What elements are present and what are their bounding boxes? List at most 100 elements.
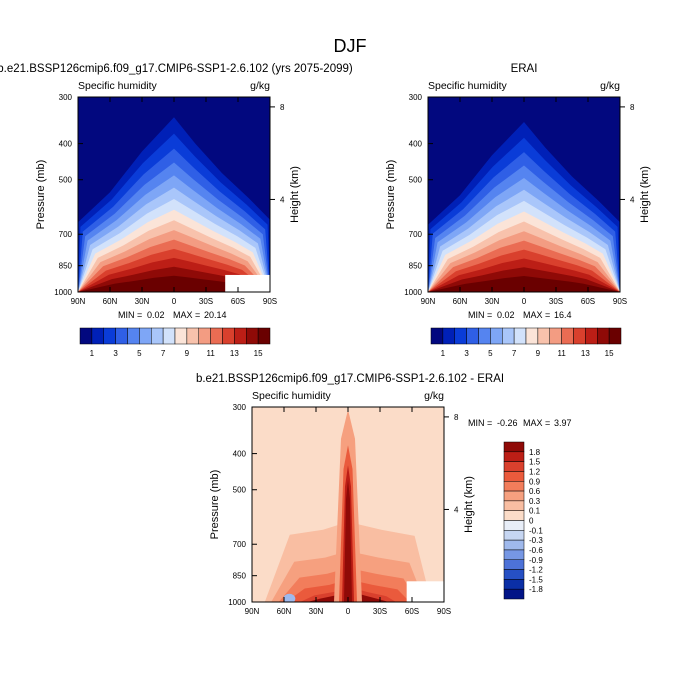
colorbar-label: -0.9 [529, 556, 543, 565]
height-tick-label: 4 [630, 195, 635, 204]
colorbar-swatch [503, 510, 525, 521]
max-value: 16.4 [554, 310, 572, 320]
min-value: 0.02 [497, 310, 515, 320]
height-axis-title: Height (km) [289, 166, 301, 223]
x-tick-label: 30S [199, 297, 213, 306]
height-tick-label: 4 [280, 195, 285, 204]
y-tick-label: 1000 [54, 288, 72, 297]
colorbar-label: 7 [512, 349, 517, 358]
colorbar-swatch [466, 327, 479, 345]
x-tick-label: 60N [277, 607, 292, 616]
colorbar-swatch [162, 327, 176, 345]
colorbar-swatch [503, 451, 525, 462]
colorbar-label: 13 [230, 349, 239, 358]
colorbar-swatch [503, 569, 525, 580]
y-tick-label: 700 [409, 230, 423, 239]
colorbar-label: 5 [137, 349, 142, 358]
max-value: 3.97 [554, 418, 572, 428]
colorbar-swatch [503, 530, 525, 541]
colorbar-label: 15 [605, 349, 614, 358]
colorbar-label: 11 [557, 349, 566, 358]
colorbar-swatch [503, 559, 525, 570]
contour-band [344, 479, 352, 602]
height-axis-title: Height (km) [639, 166, 651, 223]
colorbar-swatch [525, 327, 539, 345]
min-label: MIN = [468, 418, 492, 428]
min-value: 0.02 [147, 310, 165, 320]
colorbar-swatch [478, 327, 491, 345]
colorbar-label: 0.1 [529, 507, 541, 516]
y-tick-label: 1000 [228, 598, 246, 607]
variable-label: Specific humidity [78, 80, 158, 92]
y-tick-label: 500 [233, 486, 247, 495]
colorbar-label: 9 [185, 349, 190, 358]
panel-title: b.e21.BSSP126cmip6.f09_g17.CMIP6-SSP1-2.… [196, 373, 504, 385]
colorbar-swatch [186, 327, 199, 345]
max-label: MAX = [173, 310, 200, 320]
colorbar-swatch [139, 327, 152, 345]
height-tick-label: 8 [280, 103, 285, 112]
height-tick-label: 4 [454, 505, 459, 514]
contour-field [428, 97, 620, 292]
colorbar-swatch [503, 588, 525, 600]
colorbar-label: 3 [113, 349, 118, 358]
max-value: 20.14 [204, 310, 227, 320]
colorbar-label: 13 [581, 349, 590, 358]
colorbar-swatch [174, 327, 188, 345]
colorbar-label: 5 [488, 349, 493, 358]
y-axis-title: Pressure (mb) [209, 470, 221, 540]
contour-field [78, 97, 270, 292]
y-tick-label: 500 [59, 176, 73, 185]
colorbar-swatch [210, 327, 223, 345]
colorbar-swatch [503, 441, 525, 453]
missing-data-region [406, 581, 444, 602]
x-tick-label: 90N [245, 607, 260, 616]
colorbar-label: -0.1 [529, 526, 543, 535]
y-tick-label: 400 [233, 450, 247, 459]
y-tick-label: 700 [59, 230, 73, 239]
height-tick-label: 8 [454, 413, 459, 422]
model-panel: b.e21.BSSP126cmip6.f09_g17.CMIP6-SSP1-2.… [0, 63, 353, 358]
variable-label: Specific humidity [252, 390, 332, 402]
colorbar-swatch [573, 327, 586, 345]
min-value: -0.26 [497, 418, 518, 428]
colorbar-swatch [115, 327, 128, 345]
contour-band [428, 276, 620, 292]
colorbar-label: 1.8 [529, 448, 541, 457]
max-label: MAX = [523, 418, 550, 428]
colorbar-swatch [91, 327, 104, 345]
x-tick-label: 30N [135, 297, 150, 306]
x-tick-label: 90N [421, 297, 436, 306]
colorbar-swatch [454, 327, 467, 345]
y-axis-title: Pressure (mb) [385, 160, 397, 230]
colorbar-swatch [608, 327, 622, 345]
x-tick-label: 60N [103, 297, 118, 306]
colorbar-swatch [585, 327, 598, 345]
colorbar-label: 1 [90, 349, 95, 358]
max-label: MAX = [523, 310, 550, 320]
y-tick-label: 300 [233, 403, 247, 412]
colorbar-swatch [502, 327, 515, 345]
colorbar-label: 0.3 [529, 497, 541, 506]
contour-band [283, 593, 296, 602]
colorbar-label: 15 [254, 349, 263, 358]
panel-title: ERAI [511, 63, 538, 75]
colorbar-label: 0 [529, 517, 534, 526]
colorbar-swatch [503, 461, 525, 472]
x-tick-label: 30S [549, 297, 563, 306]
x-tick-label: 30N [485, 297, 500, 306]
colorbar-swatch [151, 327, 164, 345]
min-label: MIN = [118, 310, 142, 320]
colorbar-swatch [442, 327, 455, 345]
y-tick-label: 850 [409, 262, 423, 271]
y-tick-label: 850 [233, 572, 247, 581]
colorbar-swatch [597, 327, 610, 345]
colorbar-swatch [503, 481, 525, 492]
height-tick-label: 8 [630, 103, 635, 112]
colorbar-label: -1.8 [529, 585, 543, 594]
x-tick-label: 60S [231, 297, 245, 306]
x-tick-label: 30N [309, 607, 324, 616]
y-tick-label: 400 [409, 140, 423, 149]
